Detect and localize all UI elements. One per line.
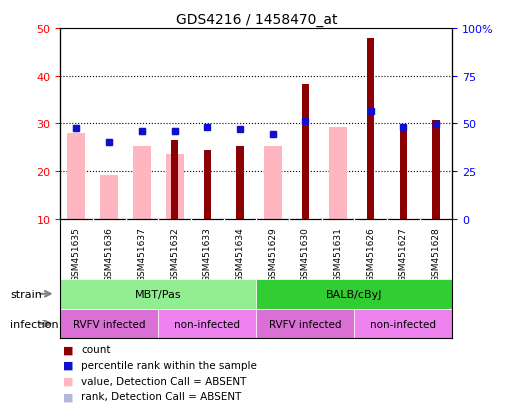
Title: GDS4216 / 1458470_at: GDS4216 / 1458470_at [176,12,337,26]
Text: GSM451628: GSM451628 [431,226,440,281]
Text: MBT/Pas: MBT/Pas [135,289,181,299]
Text: non-infected: non-infected [370,319,436,329]
Bar [158,309,256,339]
Text: GSM451630: GSM451630 [301,226,310,281]
Text: RVFV infected: RVFV infected [269,319,342,329]
Bar [400,128,407,219]
Text: rank, Detection Call = ABSENT: rank, Detection Call = ABSENT [81,392,242,401]
Bar [203,150,211,219]
Bar [100,176,118,219]
Text: BALB/cByJ: BALB/cByJ [326,289,383,299]
Text: value, Detection Call = ABSENT: value, Detection Call = ABSENT [81,376,246,386]
Text: GSM451634: GSM451634 [235,226,244,281]
Text: GSM451629: GSM451629 [268,226,277,281]
Text: infection: infection [10,319,59,329]
Bar [236,147,244,219]
Text: GSM451632: GSM451632 [170,226,179,281]
Bar [256,309,355,339]
Text: percentile rank within the sample: percentile rank within the sample [81,360,257,370]
Bar [355,309,452,339]
Bar [67,134,85,219]
Text: non-infected: non-infected [174,319,240,329]
Text: strain: strain [10,289,42,299]
Text: GSM451635: GSM451635 [72,226,81,281]
Bar [171,141,178,219]
Bar [367,38,374,219]
Text: ■: ■ [63,376,73,386]
Bar [264,147,281,219]
Bar [60,279,256,309]
Bar [329,128,347,219]
Bar [166,155,184,219]
Text: GSM451637: GSM451637 [138,226,146,281]
Text: RVFV infected: RVFV infected [73,319,145,329]
Bar [133,147,151,219]
Text: GSM451626: GSM451626 [366,226,375,281]
Text: ■: ■ [63,392,73,401]
Text: GSM451631: GSM451631 [334,226,343,281]
Text: GSM451633: GSM451633 [203,226,212,281]
Text: ■: ■ [63,344,73,355]
Bar [256,279,452,309]
Text: ■: ■ [63,360,73,370]
Text: GSM451627: GSM451627 [399,226,408,281]
Bar [60,309,158,339]
Text: GSM451636: GSM451636 [105,226,113,281]
Text: count: count [81,344,110,355]
Bar [302,85,309,219]
Bar [433,120,440,219]
